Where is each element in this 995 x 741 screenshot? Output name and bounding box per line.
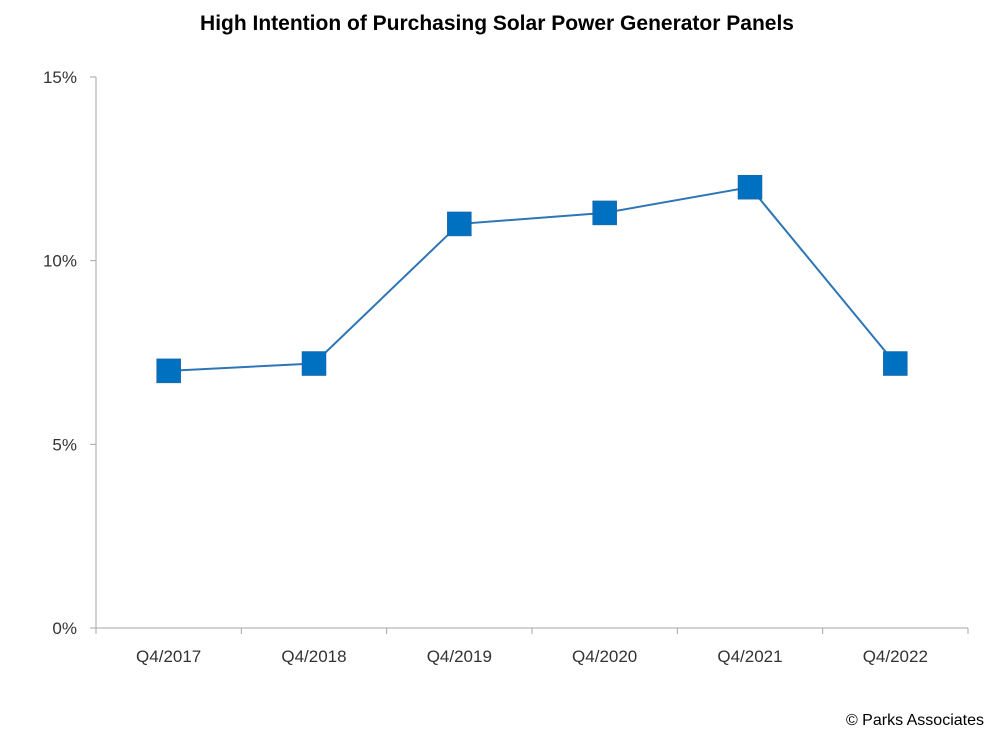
y-tick-label: 10% xyxy=(43,252,77,271)
y-tick-label: 5% xyxy=(52,435,77,454)
series-line xyxy=(168,186,897,372)
x-tick-label: Q4/2021 xyxy=(717,647,782,666)
x-tick-label: Q4/2018 xyxy=(281,647,346,666)
data-point xyxy=(592,200,617,226)
x-tick-label: Q4/2019 xyxy=(427,647,492,666)
series-layer xyxy=(156,174,908,384)
chart-title: High Intention of Purchasing Solar Power… xyxy=(200,12,794,35)
x-tick-label: Q4/2020 xyxy=(572,647,637,666)
copyright-credit: © Parks Associates xyxy=(846,712,984,729)
data-point xyxy=(301,351,327,376)
data-point xyxy=(737,174,763,200)
axes: 0% 5% 10% 15% Q4/2017 Q4/2018 Q4/2019 Q4/2020 Q4… xyxy=(43,68,969,666)
y-tick-label: 15% xyxy=(43,68,77,87)
data-point xyxy=(447,211,472,237)
y-tick-label: 0% xyxy=(52,619,77,638)
data-point xyxy=(883,351,908,376)
data-point xyxy=(156,358,181,384)
x-tick-label: Q4/2022 xyxy=(863,647,928,666)
x-tick-label: Q4/2017 xyxy=(136,647,201,666)
